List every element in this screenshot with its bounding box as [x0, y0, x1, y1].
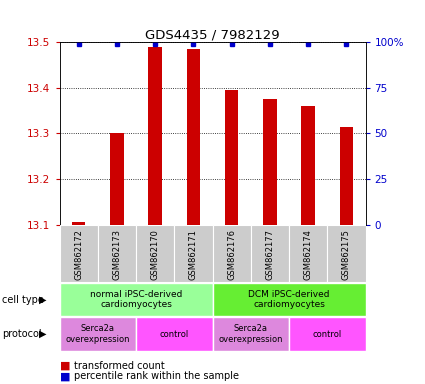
- Bar: [301, 106, 315, 225]
- Text: ■: ■: [60, 371, 70, 381]
- Bar: [136, 225, 174, 282]
- Bar: [60, 318, 136, 351]
- Text: ■: ■: [60, 361, 70, 371]
- Bar: [187, 49, 200, 225]
- Text: cell type: cell type: [2, 295, 44, 305]
- Bar: [225, 90, 238, 225]
- Text: transformed count: transformed count: [74, 361, 165, 371]
- Bar: [263, 99, 277, 225]
- Bar: [60, 225, 98, 282]
- Text: control: control: [313, 329, 342, 339]
- Text: normal iPSC-derived
cardiomyocytes: normal iPSC-derived cardiomyocytes: [90, 290, 182, 309]
- Text: GSM862177: GSM862177: [265, 229, 275, 280]
- Bar: [148, 47, 162, 225]
- Text: GSM862170: GSM862170: [150, 229, 160, 280]
- Text: protocol: protocol: [2, 329, 42, 339]
- Bar: [289, 318, 366, 351]
- Text: percentile rank within the sample: percentile rank within the sample: [74, 371, 239, 381]
- Bar: [98, 225, 136, 282]
- Text: ▶: ▶: [39, 295, 47, 305]
- Text: DCM iPSC-derived
cardiomyocytes: DCM iPSC-derived cardiomyocytes: [248, 290, 330, 309]
- Text: GSM862176: GSM862176: [227, 229, 236, 280]
- Bar: [110, 133, 124, 225]
- Bar: [212, 225, 251, 282]
- Text: GSM862174: GSM862174: [303, 229, 313, 280]
- Bar: [174, 225, 212, 282]
- Bar: [136, 318, 212, 351]
- Title: GDS4435 / 7982129: GDS4435 / 7982129: [145, 28, 280, 41]
- Bar: [251, 225, 289, 282]
- Text: GSM862175: GSM862175: [342, 229, 351, 280]
- Text: Serca2a
overexpression: Serca2a overexpression: [65, 324, 130, 344]
- Text: GSM862172: GSM862172: [74, 229, 83, 280]
- Text: ▶: ▶: [39, 329, 47, 339]
- Text: GSM862173: GSM862173: [112, 229, 122, 280]
- Bar: [289, 225, 327, 282]
- Text: GSM862171: GSM862171: [189, 229, 198, 280]
- Bar: [212, 283, 366, 316]
- Bar: [327, 225, 366, 282]
- Bar: [72, 222, 85, 225]
- Text: control: control: [160, 329, 189, 339]
- Text: Serca2a
overexpression: Serca2a overexpression: [218, 324, 283, 344]
- Bar: [60, 283, 212, 316]
- Bar: [212, 318, 289, 351]
- Bar: [340, 127, 353, 225]
